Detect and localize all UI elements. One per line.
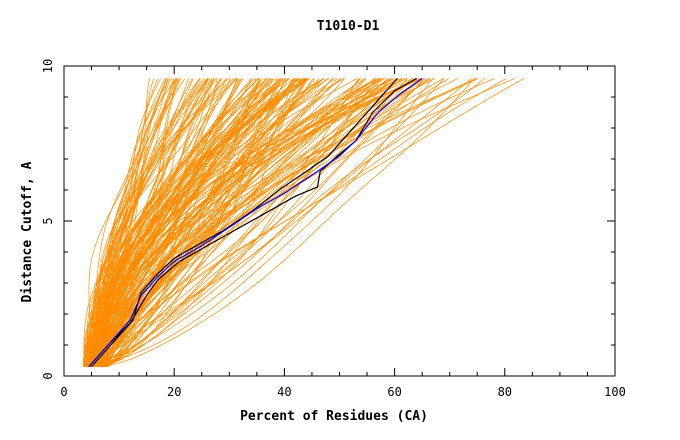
x-tick-label: 60	[387, 385, 401, 399]
model-curve	[102, 78, 495, 367]
model-curve	[93, 78, 422, 367]
model-curve	[87, 78, 279, 367]
model-curve	[90, 78, 227, 367]
model-curve	[95, 78, 479, 367]
model-curve	[103, 78, 391, 368]
model-curve	[94, 78, 306, 367]
y-axis-ticks: 0 5 10	[41, 59, 615, 380]
model-curve	[92, 78, 244, 367]
model-curve	[83, 78, 414, 367]
model-curve	[100, 78, 241, 367]
model-curve	[97, 78, 286, 367]
model-curve	[100, 78, 324, 367]
y-tick-label: 5	[41, 217, 55, 224]
model-curve	[104, 78, 425, 368]
chart-title: T1010-D1	[317, 19, 380, 34]
model-curve	[91, 78, 403, 367]
model-curve	[93, 78, 259, 367]
x-tick-label: 0	[60, 385, 67, 399]
x-tick-label: 100	[604, 385, 626, 399]
model-curve	[92, 78, 403, 367]
model-curve	[85, 78, 290, 367]
model-curve	[101, 78, 408, 368]
series-highlight-c	[88, 77, 423, 368]
model-curve	[105, 78, 284, 367]
y-tick-label: 0	[41, 372, 55, 379]
model-curves	[83, 78, 525, 368]
model-curve	[83, 78, 376, 368]
model-curve	[86, 78, 486, 367]
model-curve	[83, 78, 180, 367]
model-curve	[89, 78, 200, 367]
highlight-curves	[88, 77, 423, 368]
model-curve	[83, 78, 434, 368]
model-curve	[98, 78, 430, 367]
model-curve	[89, 78, 361, 367]
model-curve	[99, 78, 366, 367]
x-tick-label: 40	[277, 385, 291, 399]
model-curve	[93, 78, 227, 367]
model-curve	[96, 78, 238, 367]
model-curve	[83, 78, 209, 367]
model-curve	[105, 78, 475, 368]
model-curve	[86, 78, 472, 368]
y-tick-label: 10	[41, 59, 55, 73]
model-curve	[90, 78, 281, 368]
x-tick-label: 20	[167, 385, 181, 399]
model-curve	[104, 78, 208, 367]
model-curve	[93, 78, 445, 368]
model-curve	[98, 78, 359, 368]
model-curve	[91, 78, 305, 367]
model-curve	[90, 78, 416, 367]
series-highlight-a	[88, 77, 417, 368]
model-curve	[91, 78, 189, 367]
model-curve	[103, 78, 345, 367]
model-curve	[93, 78, 284, 367]
model-curve	[93, 78, 338, 367]
model-curve	[103, 78, 309, 367]
model-curve	[93, 78, 167, 367]
x-axis-ticks: 0 20 40 60 80 100	[60, 66, 626, 399]
model-curve	[84, 78, 525, 367]
y-axis-label: Distance Cutoff, A	[20, 161, 35, 302]
x-axis-label: Percent of Residues (CA)	[240, 409, 428, 424]
x-tick-label: 80	[498, 385, 512, 399]
